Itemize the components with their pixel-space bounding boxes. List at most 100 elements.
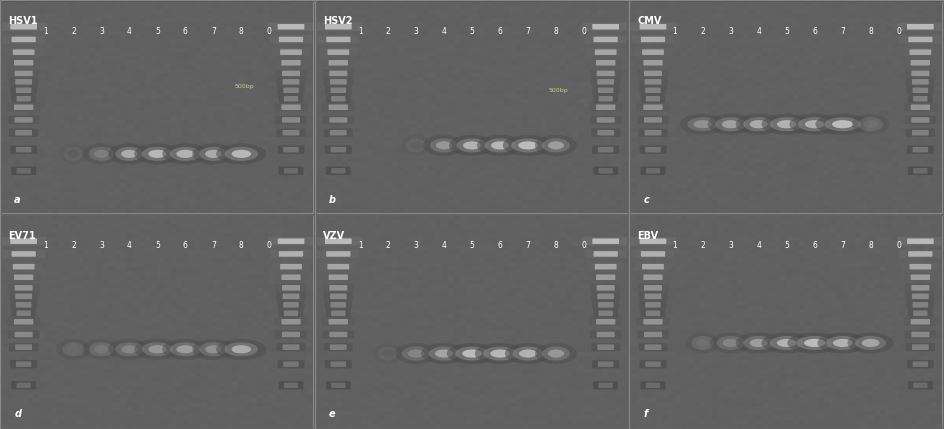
FancyBboxPatch shape xyxy=(907,86,934,94)
Ellipse shape xyxy=(205,345,222,353)
Ellipse shape xyxy=(722,120,740,128)
FancyBboxPatch shape xyxy=(16,147,31,152)
Text: 3: 3 xyxy=(728,241,733,250)
Ellipse shape xyxy=(680,114,726,135)
Ellipse shape xyxy=(716,336,745,350)
FancyBboxPatch shape xyxy=(329,130,346,136)
Ellipse shape xyxy=(686,332,719,353)
FancyBboxPatch shape xyxy=(908,381,933,390)
FancyBboxPatch shape xyxy=(322,103,355,112)
FancyBboxPatch shape xyxy=(593,166,618,175)
Ellipse shape xyxy=(82,143,120,164)
Ellipse shape xyxy=(449,135,495,156)
Ellipse shape xyxy=(408,350,424,358)
Ellipse shape xyxy=(68,150,79,158)
FancyBboxPatch shape xyxy=(274,103,308,112)
FancyBboxPatch shape xyxy=(912,344,929,350)
Ellipse shape xyxy=(692,336,714,350)
FancyBboxPatch shape xyxy=(10,145,37,154)
FancyBboxPatch shape xyxy=(592,24,619,30)
FancyBboxPatch shape xyxy=(317,35,360,44)
Ellipse shape xyxy=(477,135,523,156)
FancyBboxPatch shape xyxy=(10,24,37,30)
Text: 0: 0 xyxy=(896,27,901,36)
Ellipse shape xyxy=(109,339,150,360)
Ellipse shape xyxy=(121,345,138,353)
Text: 3: 3 xyxy=(99,27,104,36)
FancyBboxPatch shape xyxy=(638,78,667,86)
FancyBboxPatch shape xyxy=(592,145,619,154)
FancyBboxPatch shape xyxy=(9,292,39,301)
Text: 5: 5 xyxy=(155,27,160,36)
FancyBboxPatch shape xyxy=(630,22,676,31)
FancyBboxPatch shape xyxy=(911,285,929,290)
FancyBboxPatch shape xyxy=(637,69,668,78)
FancyBboxPatch shape xyxy=(905,343,935,351)
FancyBboxPatch shape xyxy=(8,116,40,124)
Ellipse shape xyxy=(735,332,782,353)
FancyBboxPatch shape xyxy=(322,317,355,326)
FancyBboxPatch shape xyxy=(908,309,933,317)
Text: EBV: EBV xyxy=(637,231,659,241)
FancyBboxPatch shape xyxy=(14,319,33,324)
FancyBboxPatch shape xyxy=(913,96,928,102)
Text: 8: 8 xyxy=(239,241,244,250)
FancyBboxPatch shape xyxy=(283,361,299,367)
FancyBboxPatch shape xyxy=(282,332,300,337)
FancyBboxPatch shape xyxy=(903,58,937,67)
Ellipse shape xyxy=(696,339,709,347)
FancyBboxPatch shape xyxy=(911,319,930,324)
FancyBboxPatch shape xyxy=(315,237,362,245)
FancyBboxPatch shape xyxy=(909,264,931,269)
FancyBboxPatch shape xyxy=(590,69,621,78)
Ellipse shape xyxy=(824,117,861,131)
Text: 2: 2 xyxy=(71,241,76,250)
FancyBboxPatch shape xyxy=(330,302,346,308)
Text: 0: 0 xyxy=(267,27,272,36)
FancyBboxPatch shape xyxy=(7,58,41,67)
FancyBboxPatch shape xyxy=(641,309,666,317)
FancyBboxPatch shape xyxy=(913,88,928,93)
Ellipse shape xyxy=(863,120,878,128)
Ellipse shape xyxy=(777,120,797,128)
Ellipse shape xyxy=(513,347,544,360)
FancyBboxPatch shape xyxy=(7,103,41,112)
Text: 500bp: 500bp xyxy=(548,88,568,93)
FancyBboxPatch shape xyxy=(330,88,346,93)
Ellipse shape xyxy=(162,339,209,360)
FancyBboxPatch shape xyxy=(331,168,346,174)
Ellipse shape xyxy=(798,117,832,131)
FancyBboxPatch shape xyxy=(645,147,661,152)
FancyBboxPatch shape xyxy=(591,292,620,301)
Text: d: d xyxy=(14,409,22,419)
Text: 4: 4 xyxy=(756,27,761,36)
Ellipse shape xyxy=(716,117,746,131)
Ellipse shape xyxy=(862,339,880,347)
FancyBboxPatch shape xyxy=(277,292,306,301)
FancyBboxPatch shape xyxy=(329,319,348,324)
FancyBboxPatch shape xyxy=(283,302,299,308)
FancyBboxPatch shape xyxy=(591,343,620,351)
Text: 4: 4 xyxy=(442,27,447,36)
FancyBboxPatch shape xyxy=(594,251,617,257)
Text: b: b xyxy=(329,195,336,205)
FancyBboxPatch shape xyxy=(7,317,41,326)
FancyBboxPatch shape xyxy=(326,381,351,390)
Ellipse shape xyxy=(423,135,465,156)
Text: 6: 6 xyxy=(183,27,188,36)
FancyBboxPatch shape xyxy=(904,330,936,339)
FancyBboxPatch shape xyxy=(16,383,31,388)
FancyBboxPatch shape xyxy=(908,251,933,257)
FancyBboxPatch shape xyxy=(323,284,354,292)
Ellipse shape xyxy=(851,114,889,135)
FancyBboxPatch shape xyxy=(598,88,614,93)
FancyBboxPatch shape xyxy=(590,330,621,339)
FancyBboxPatch shape xyxy=(641,36,666,42)
FancyBboxPatch shape xyxy=(9,343,39,351)
Ellipse shape xyxy=(401,135,430,156)
FancyBboxPatch shape xyxy=(278,36,303,42)
FancyBboxPatch shape xyxy=(597,71,615,76)
FancyBboxPatch shape xyxy=(329,285,347,290)
Text: 8: 8 xyxy=(553,27,558,36)
FancyBboxPatch shape xyxy=(322,58,355,67)
